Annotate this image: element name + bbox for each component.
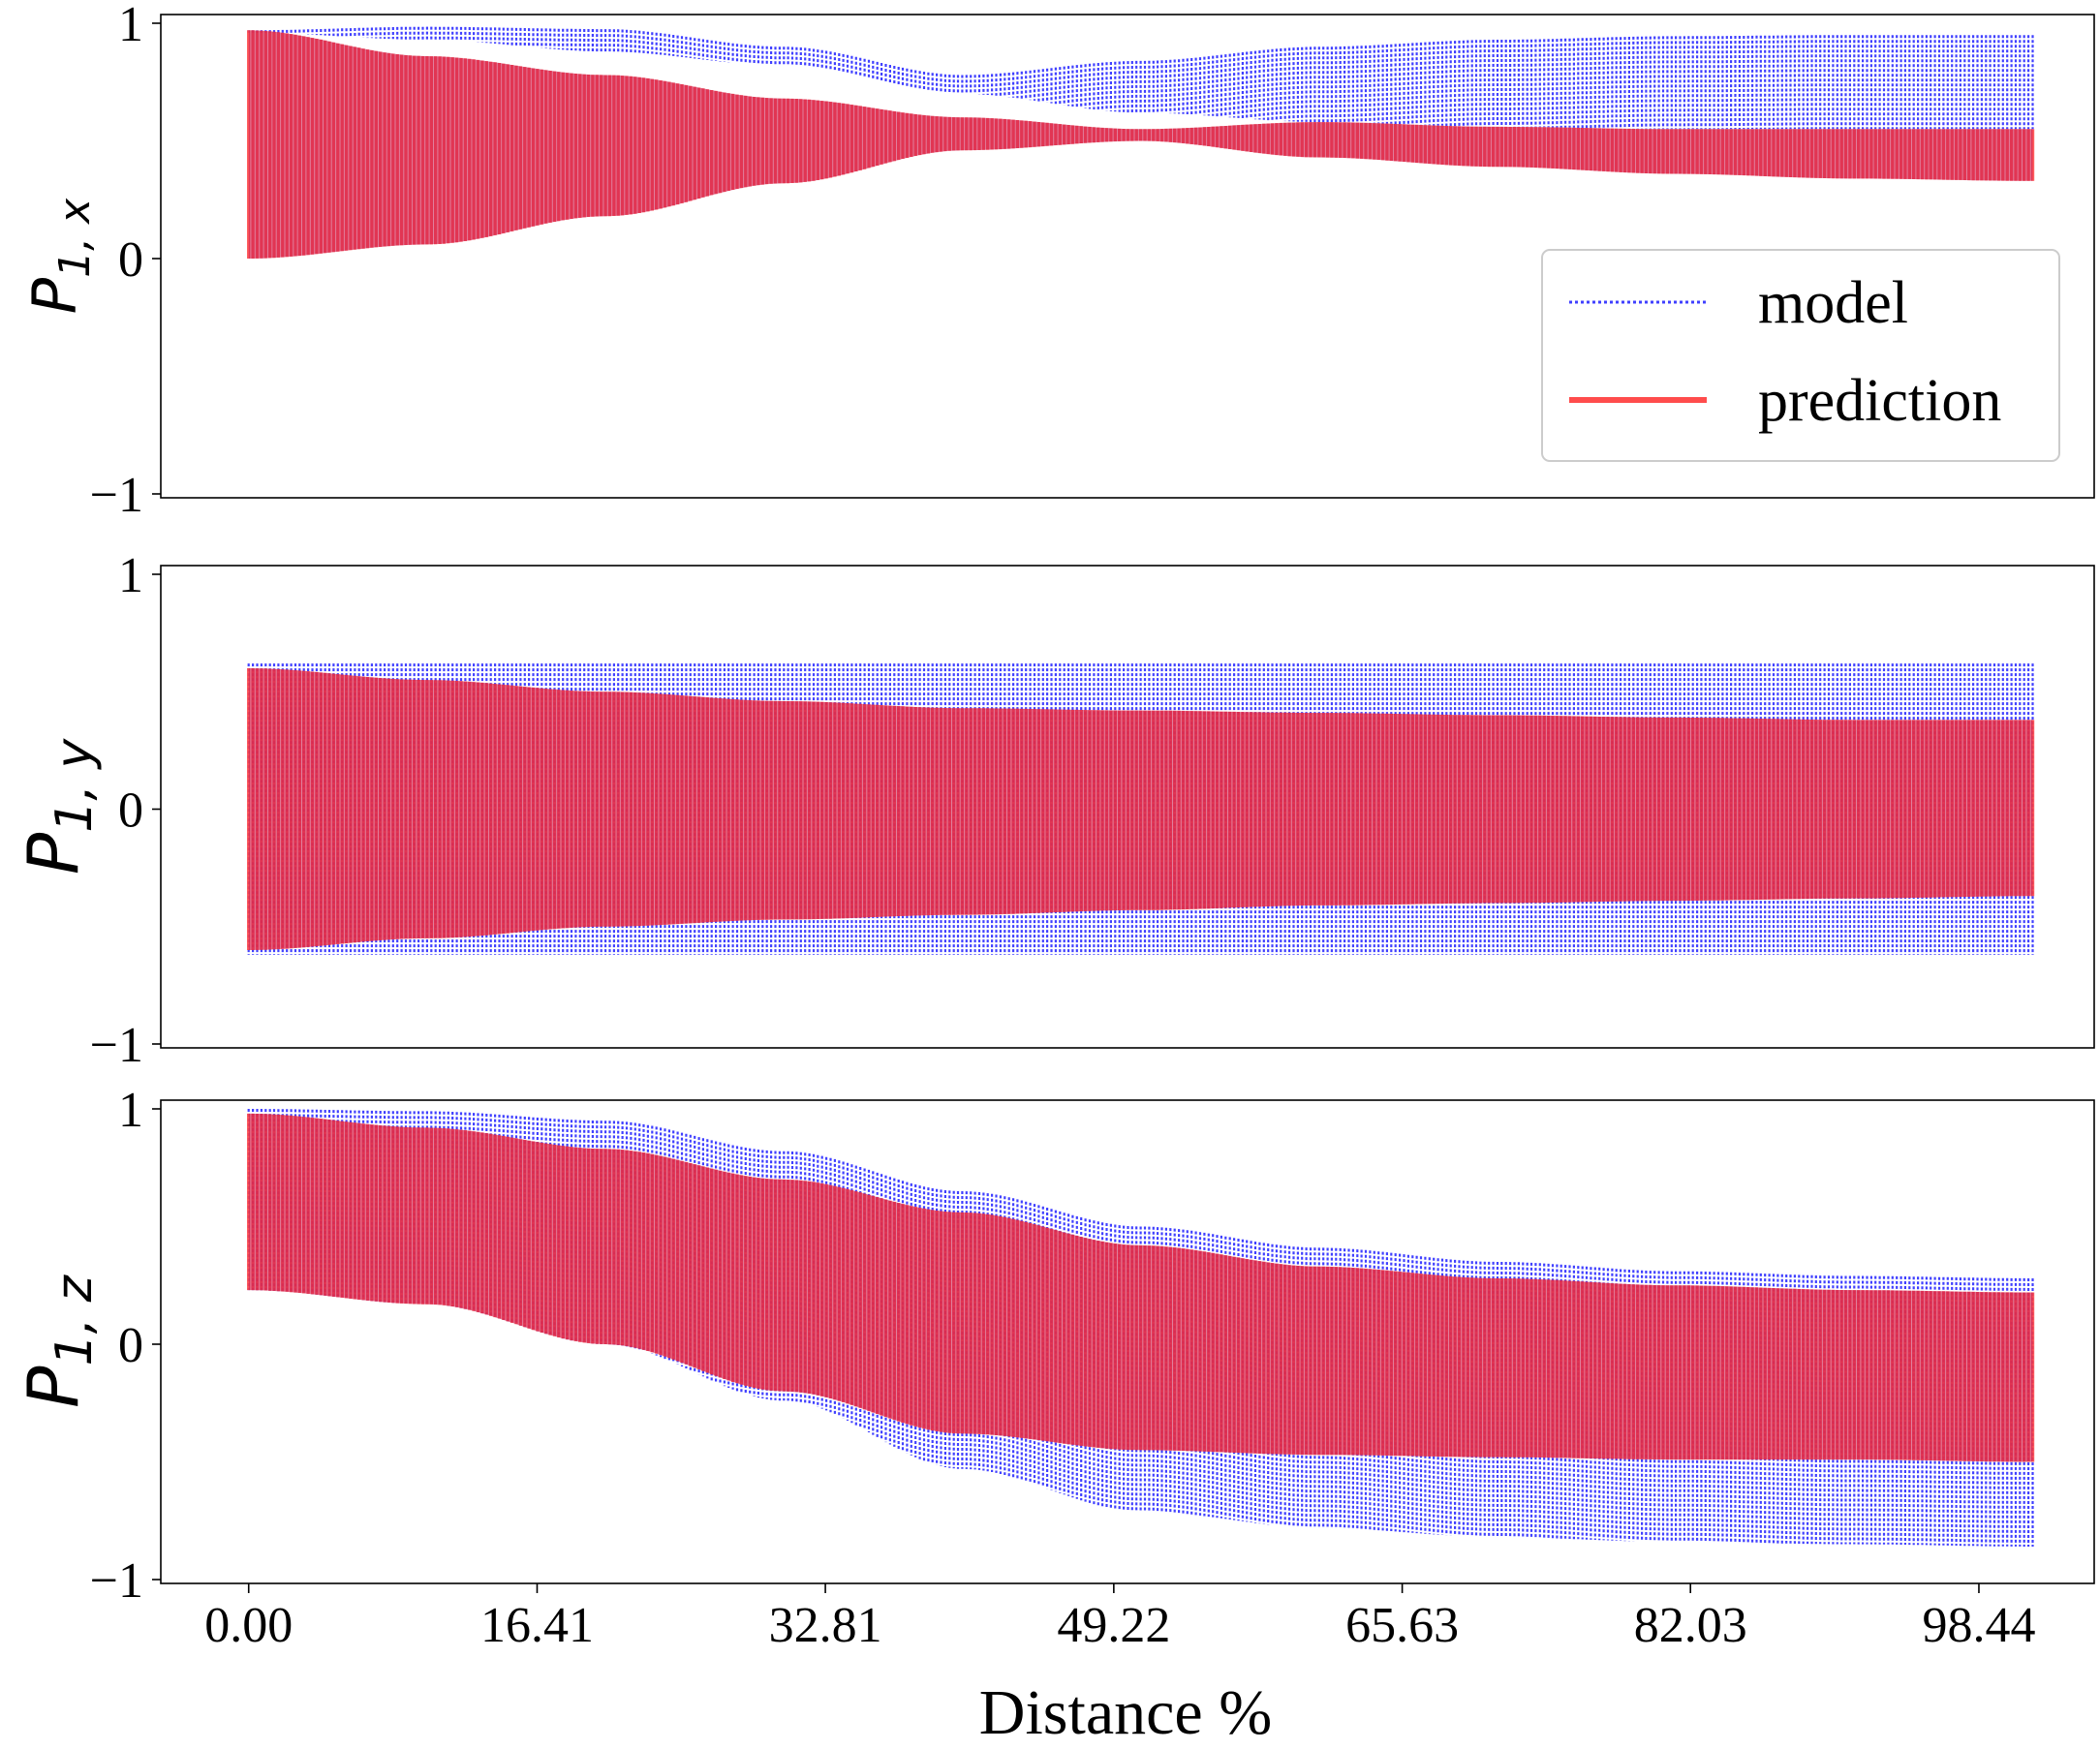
y-tick-label: −1	[90, 468, 143, 523]
panel-3: 1 0 −1 P1, z	[13, 1083, 2095, 1609]
plot-area-2	[247, 663, 2035, 955]
y-tick-label: −1	[90, 1553, 143, 1609]
plot-area-1	[247, 26, 2035, 259]
panels: 1 0 −1 P1, x 1 0 −1 P1, y 1 0 −1 P1, z	[13, 0, 2095, 1609]
axes-frame-3	[160, 1099, 2095, 1584]
y-tick-label: 1	[118, 0, 143, 52]
y-tick-label: 1	[118, 1083, 143, 1138]
x-tick-label: 0.00	[204, 1598, 293, 1653]
y-axis-title-3: P1, z	[13, 1274, 104, 1408]
series-prediction-3	[247, 1113, 2035, 1462]
series-prediction-1	[247, 30, 2035, 259]
y-axis-title-2: P1, y	[13, 738, 104, 875]
x-tick-label: 49.22	[1057, 1598, 1170, 1653]
legend-model-label: model	[1758, 270, 1908, 336]
panel-2: 1 0 −1 P1, y	[13, 548, 2095, 1073]
panel-1: 1 0 −1 P1, x	[19, 0, 2095, 523]
x-tick-label: 32.81	[769, 1598, 882, 1653]
legend: model prediction	[1541, 249, 2060, 462]
y-tick-label: 1	[118, 548, 143, 603]
x-tick-label: 65.63	[1345, 1598, 1459, 1653]
plot-area-3	[247, 1109, 2035, 1547]
axes-frame-2	[160, 565, 2095, 1049]
prediction-fill	[248, 668, 2033, 950]
legend-prediction-label: prediction	[1758, 368, 2001, 434]
y-tick-label: −1	[90, 1018, 143, 1073]
y-tick-label: 0	[118, 783, 143, 839]
y-tick-label: 0	[118, 232, 143, 288]
x-tick-label: 16.41	[480, 1598, 594, 1653]
legend-box	[1541, 249, 2060, 462]
axes-frame-1	[160, 14, 2095, 499]
series-prediction-2	[247, 668, 2035, 950]
y-tick-label: 0	[118, 1318, 143, 1373]
y-axis-title-1: P1, x	[19, 198, 100, 314]
prediction-fill	[248, 1113, 2033, 1462]
x-tick-label: 98.44	[1922, 1598, 2035, 1653]
x-axis: 0.00 16.41 32.81 49.22 65.63 82.03 98.44	[204, 1583, 2035, 1653]
prediction-fill	[248, 30, 2033, 259]
series-model-1	[247, 26, 2034, 130]
x-tick-label: 82.03	[1634, 1598, 1747, 1653]
x-axis-title: Distance %	[979, 1677, 1272, 1748]
